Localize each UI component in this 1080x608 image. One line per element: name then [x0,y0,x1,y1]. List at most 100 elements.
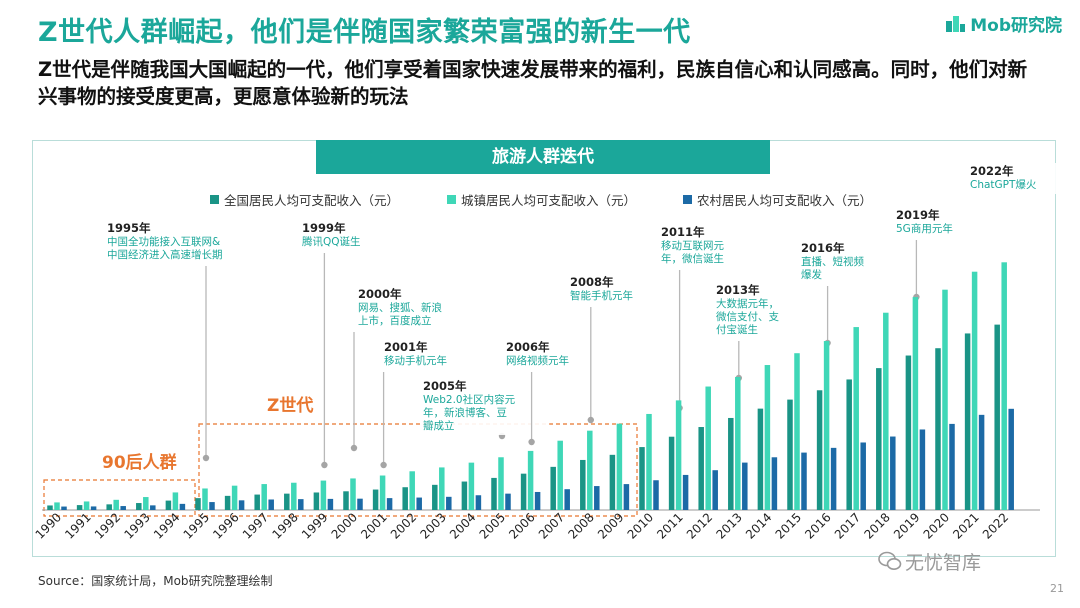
x-tick-2001: 2001 [358,510,389,541]
bar-1-2021 [971,271,978,510]
bar-2-2010 [653,480,659,510]
source-note: Source：国家统计局，Mob研究院整理绘制 [38,574,273,588]
bar-2-2017 [860,442,866,510]
annotation-bg-2000 [355,286,451,330]
annotation-year-2005: 2005年 [423,379,467,393]
annotation-text-2006: 网络视频元年 [506,354,569,367]
legend-item-national: 全国居民人均可支配收入（元） [210,190,399,209]
bar-2-2019 [919,429,926,510]
x-tick-2007: 2007 [536,510,567,541]
annotation-text-2008: 智能手机元年 [570,289,633,302]
x-tick-2006: 2006 [506,510,537,541]
bar-1-2015 [794,353,800,510]
bar-0-1993 [136,503,142,510]
annotation-text-2005: 瓣成立 [423,419,455,432]
bar-1-2013 [735,376,741,510]
bar-2-2003 [446,496,452,510]
x-tick-2003: 2003 [417,510,448,541]
bar-2-1993 [150,505,156,510]
bar-1-2009 [616,423,623,510]
annotation-text-2019: 5G商用元年 [896,222,953,235]
bar-1-1998 [291,482,297,510]
bar-2-1998 [298,499,304,510]
bar-0-1998 [284,493,290,510]
annotation-text-2011: 移动互联网元 [661,239,724,252]
x-tick-1999: 1999 [299,510,330,541]
bar-2-1990 [61,506,67,510]
x-tick-2016: 2016 [802,510,833,541]
annotation-text-2001: 移动手机元年 [384,354,447,367]
bar-0-2014 [757,408,764,510]
bar-2-2005 [505,493,511,510]
annotation-text-2013: 付宝诞生 [716,323,758,336]
legend-label-urban: 城镇居民人均可支配收入（元） [461,193,637,208]
annotation-text-2016: 直播、短视频 [801,255,864,268]
bar-1-2011 [675,400,682,510]
bar-2-1996 [238,500,245,510]
bar-0-1992 [106,504,112,510]
bar-0-2010 [639,447,645,510]
bar-2-2006 [534,491,541,510]
bar-2-1995 [209,502,215,510]
x-tick-1990: 1990 [33,510,64,541]
bar-0-2012 [698,427,704,510]
bar-1-2004 [468,462,475,510]
x-tick-1995: 1995 [181,510,212,541]
annotation-text-2016: 爆发 [801,268,822,281]
bar-2-2021 [978,414,985,510]
annotation-text-1999: 腾讯QQ诞生 [302,235,361,248]
bar-2-1999 [327,498,334,510]
bar-2-2020 [949,423,955,510]
bar-2-1997 [268,499,274,510]
bar-1-2016 [823,341,830,510]
bar-1-2010 [646,413,652,510]
bar-1-2001 [379,475,386,510]
legend-swatch-urban [447,195,456,204]
x-tick-2019: 2019 [891,510,922,541]
annotation-year-1999: 1999年 [302,221,346,235]
annotation-text-2005: Web2.0社区内容元 [423,393,516,406]
annotation-text-2000: 网易、搜狐、新浪 [358,301,442,314]
bar-0-2016 [816,390,823,510]
x-tick-2014: 2014 [743,510,774,541]
bar-2-1992 [120,506,126,510]
bar-0-2015 [787,399,793,510]
annotation-year-2008: 2008年 [570,275,614,289]
annotation-year-2001: 2001年 [384,340,428,354]
bar-1-1990 [54,502,60,510]
bar-0-2019 [905,355,912,510]
x-tick-2017: 2017 [832,510,863,541]
watermark-text: 无忧智库 [905,552,982,574]
bar-0-1997 [254,494,260,510]
annotation-text-2005: 年，新浪博客、豆 [423,406,507,419]
bar-0-1991 [76,505,83,510]
bar-0-2003 [432,484,438,510]
bar-2-2014 [771,457,778,510]
bar-0-2000 [343,491,349,510]
annotation-bg-2001 [381,339,455,370]
x-tick-2015: 2015 [773,510,804,541]
bar-1-2022 [1001,262,1007,510]
bar-1-2002 [409,471,415,510]
annotation-dot-1999 [321,461,328,469]
bar-2-2007 [564,489,570,510]
x-tick-1993: 1993 [121,510,152,541]
bar-0-1994 [165,500,172,510]
annotation-bg-2005 [420,378,550,435]
annotation-year-2011: 2011年 [661,225,705,239]
x-tick-2020: 2020 [921,510,952,541]
bar-0-2005 [491,477,497,510]
legend-item-rural: 农村居民人均可支配收入（元） [683,190,872,209]
bar-0-2006 [520,473,527,510]
x-tick-1998: 1998 [269,510,300,541]
legend-label-rural: 农村居民人均可支配收入（元） [697,193,873,208]
x-tick-2010: 2010 [625,510,656,541]
bar-0-2013 [728,417,734,510]
x-tick-2000: 2000 [329,510,360,541]
bar-0-2002 [402,487,408,510]
legend-item-urban: 城镇居民人均可支配收入（元） [447,190,636,209]
x-tick-2018: 2018 [861,510,892,541]
bar-0-2018 [876,368,882,510]
bar-0-1996 [224,495,231,510]
bar-1-2012 [705,386,711,510]
